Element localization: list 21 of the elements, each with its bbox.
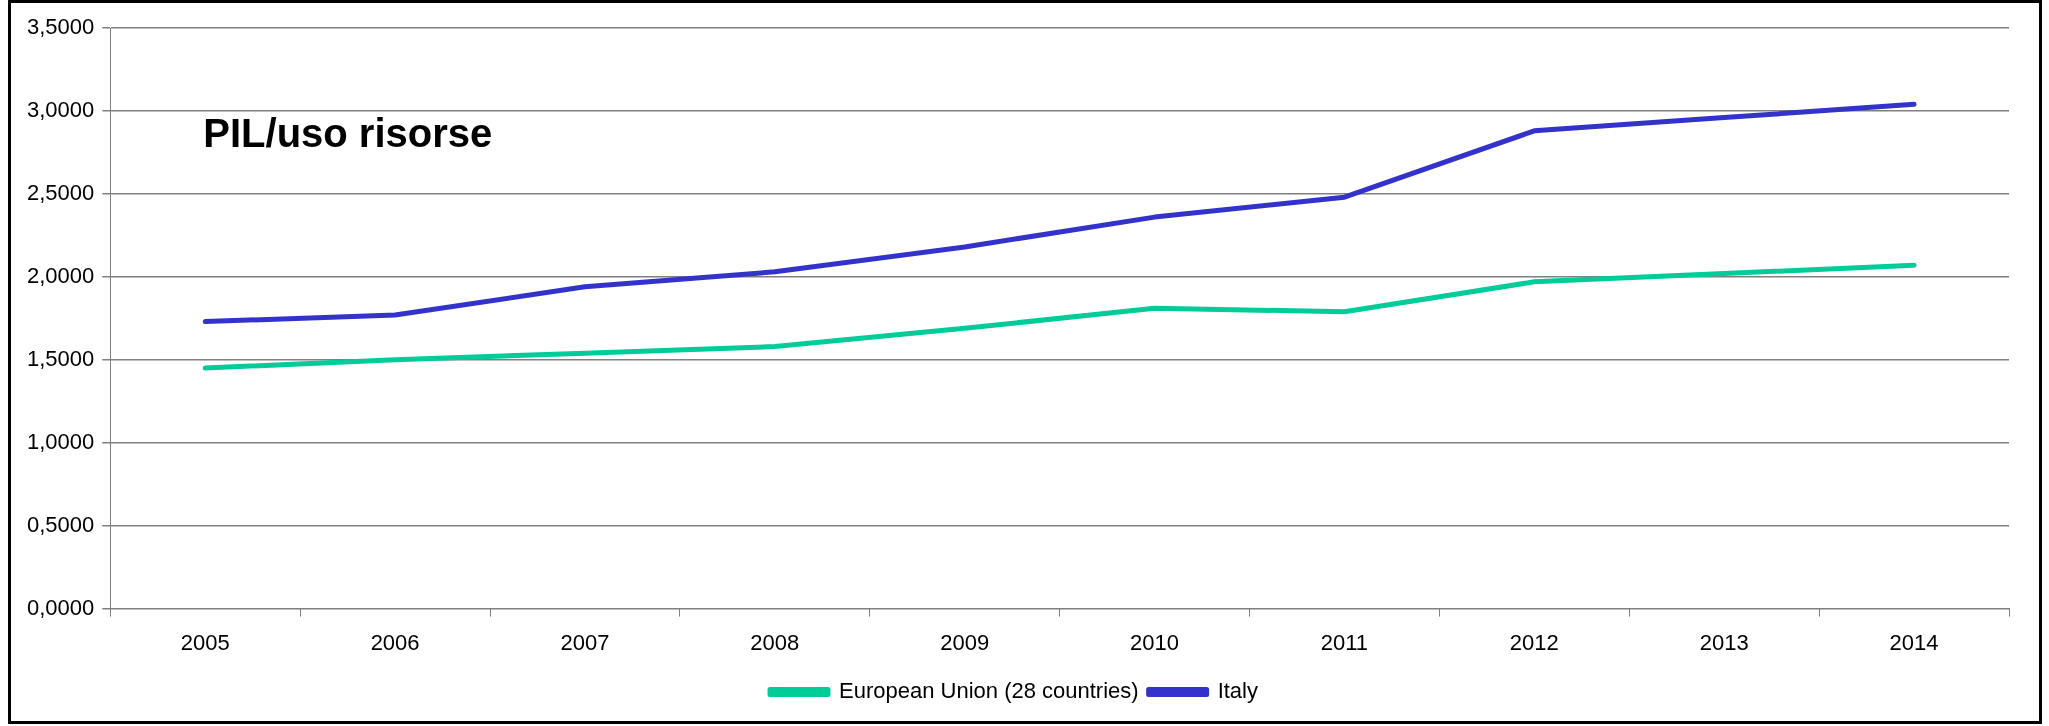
legend-label: European Union (28 countries): [839, 678, 1139, 704]
x-tick-label: 2014: [1889, 629, 1939, 655]
y-tick-label: 2,5000: [26, 179, 95, 205]
x-tick-label: 2013: [1699, 629, 1749, 655]
y-tick-label: 3,5000: [26, 14, 95, 40]
text: PIL/uso risorse: [203, 111, 493, 156]
y-tick-label: 0,5000: [26, 511, 95, 537]
x-tick-label: 2005: [180, 629, 230, 655]
x-tick-label: 2006: [370, 629, 420, 655]
x-tick-label: 2011: [1320, 629, 1369, 655]
y-tick-label: 1,5000: [26, 345, 95, 371]
y-tick-label: 2,0000: [26, 262, 95, 288]
y-tick-label: 1,0000: [26, 428, 95, 454]
y-tick-label: 0,0000: [26, 594, 95, 620]
x-tick-label: 2009: [940, 629, 990, 655]
x-tick-label: 2007: [560, 629, 610, 655]
x-tick-label: 2010: [1130, 629, 1180, 655]
x-tick-label: 2008: [750, 629, 800, 655]
y-tick-label: 3,0000: [26, 97, 95, 123]
x-tick-label: 2012: [1509, 629, 1559, 655]
legend-label: Italy: [1217, 678, 1258, 704]
